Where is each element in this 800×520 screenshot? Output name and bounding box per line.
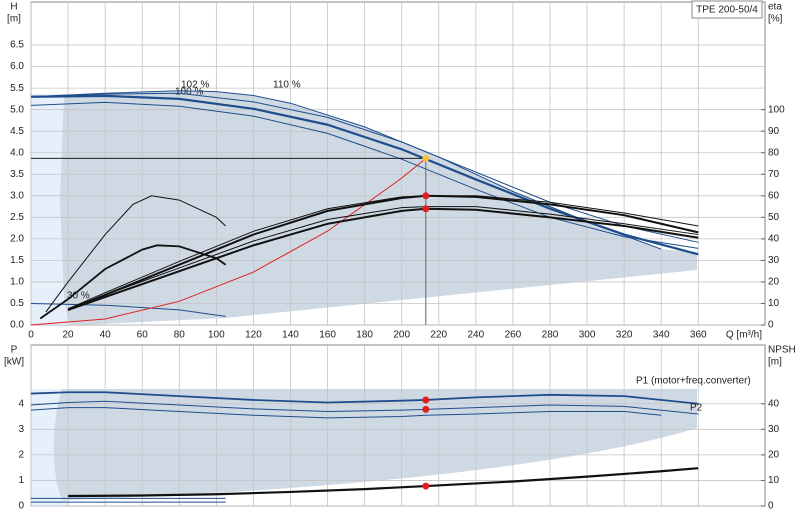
y-tick-label: 3.0 bbox=[10, 190, 24, 201]
curve bbox=[30, 101, 699, 249]
y2-axis-title: NPSH bbox=[768, 345, 796, 356]
x-tick-label: 260 bbox=[505, 330, 522, 341]
y-tick-label: 2 bbox=[18, 450, 24, 461]
curve bbox=[30, 407, 662, 419]
y-tick-label: 2.5 bbox=[10, 212, 24, 223]
curve bbox=[30, 400, 699, 415]
y2-axis-unit: [m] bbox=[768, 357, 782, 368]
x-tick-label: 180 bbox=[356, 330, 373, 341]
curve bbox=[67, 194, 699, 311]
y-tick-label: 3.5 bbox=[10, 169, 24, 180]
y-axis-title: H bbox=[10, 2, 17, 13]
x-tick-label: 200 bbox=[393, 330, 410, 341]
y2-tick-label: 0 bbox=[768, 320, 774, 331]
y2-tick-label: 40 bbox=[768, 398, 780, 409]
curve bbox=[30, 302, 226, 317]
y2-tick-label: 40 bbox=[768, 234, 780, 245]
operating-point bbox=[422, 205, 430, 213]
series-label: 100 % bbox=[175, 87, 203, 98]
series-label: P1 (motor+freq.converter) bbox=[636, 376, 751, 387]
x-tick-label: 220 bbox=[430, 330, 447, 341]
x-tick-label: 120 bbox=[245, 330, 262, 341]
x-tick-label: 160 bbox=[319, 330, 336, 341]
y2-tick-label: 0 bbox=[768, 501, 774, 512]
x-tick-label: 100 bbox=[208, 330, 225, 341]
curve bbox=[39, 244, 227, 320]
x-tick-label: 0 bbox=[28, 330, 34, 341]
y2-tick-label: 20 bbox=[768, 277, 780, 288]
y2-tick-label: 30 bbox=[768, 255, 780, 266]
y-tick-label: 5.5 bbox=[10, 83, 24, 94]
operating-point bbox=[422, 154, 430, 162]
x-tick-label: 280 bbox=[542, 330, 559, 341]
curve bbox=[68, 467, 699, 498]
series-label: P2 bbox=[690, 403, 703, 414]
y-axis-unit: [kW] bbox=[4, 357, 24, 368]
y-axis-title: P bbox=[11, 345, 18, 356]
series-label: 102 % bbox=[181, 80, 209, 91]
x-tick-label: 20 bbox=[63, 330, 75, 341]
x-tick-label: 80 bbox=[174, 330, 186, 341]
y-tick-label: 6.5 bbox=[10, 40, 24, 51]
title-box bbox=[691, 0, 763, 19]
y-tick-label: 0.5 bbox=[10, 298, 24, 309]
y2-tick-label: 80 bbox=[768, 147, 780, 158]
y-axis-unit: [m] bbox=[7, 14, 21, 25]
y-tick-label: 2.0 bbox=[10, 234, 24, 245]
curve bbox=[30, 92, 699, 243]
x-tick-label: 140 bbox=[282, 330, 299, 341]
y-tick-label: 0.0 bbox=[10, 320, 24, 331]
curve bbox=[67, 195, 699, 310]
y-tick-label: 4.5 bbox=[10, 126, 24, 137]
chart-title: TPE 200-50/4 bbox=[696, 5, 758, 16]
operating-point bbox=[422, 405, 430, 413]
curve bbox=[67, 206, 699, 310]
envelope bbox=[60, 90, 697, 325]
x-tick-label: 40 bbox=[100, 330, 112, 341]
x-tick-label: 300 bbox=[579, 330, 596, 341]
y2-tick-label: 70 bbox=[768, 169, 780, 180]
y-tick-label: 1.5 bbox=[10, 255, 24, 266]
x-tick-label: 60 bbox=[137, 330, 149, 341]
operating-point bbox=[422, 396, 430, 404]
y2-axis-unit: [%] bbox=[768, 14, 783, 25]
y-tick-label: 4 bbox=[18, 398, 24, 409]
y-tick-label: 1 bbox=[18, 475, 24, 486]
y2-tick-label: 90 bbox=[768, 126, 780, 137]
x-tick-label: 240 bbox=[468, 330, 485, 341]
y2-tick-label: 50 bbox=[768, 212, 780, 223]
y-tick-label: 3 bbox=[18, 424, 24, 435]
y2-tick-label: 10 bbox=[768, 475, 780, 486]
y2-axis-title: eta bbox=[768, 2, 782, 13]
x-axis-title: Q [m³/h] bbox=[726, 330, 762, 341]
y2-tick-label: 60 bbox=[768, 190, 780, 201]
y2-tick-label: 100 bbox=[768, 104, 785, 115]
curve bbox=[45, 195, 226, 313]
operating-point bbox=[422, 482, 430, 490]
y-tick-label: 4.0 bbox=[10, 147, 24, 158]
y2-tick-label: 30 bbox=[768, 424, 780, 435]
x-tick-label: 340 bbox=[653, 330, 670, 341]
series-label: 30 % bbox=[67, 291, 90, 302]
series-label: 110 % bbox=[273, 80, 301, 91]
x-tick-label: 360 bbox=[690, 330, 707, 341]
x-tick-label: 320 bbox=[616, 330, 633, 341]
y2-tick-label: 20 bbox=[768, 450, 780, 461]
envelope bbox=[53, 389, 697, 500]
curve bbox=[30, 157, 427, 326]
curve bbox=[30, 391, 699, 405]
y-tick-label: 1.0 bbox=[10, 277, 24, 288]
y2-tick-label: 10 bbox=[768, 298, 780, 309]
y-tick-label: 6.0 bbox=[10, 61, 24, 72]
curve bbox=[67, 207, 699, 311]
operating-point bbox=[422, 192, 430, 200]
y-tick-label: 0 bbox=[18, 501, 24, 512]
y-tick-label: 5.0 bbox=[10, 104, 24, 115]
